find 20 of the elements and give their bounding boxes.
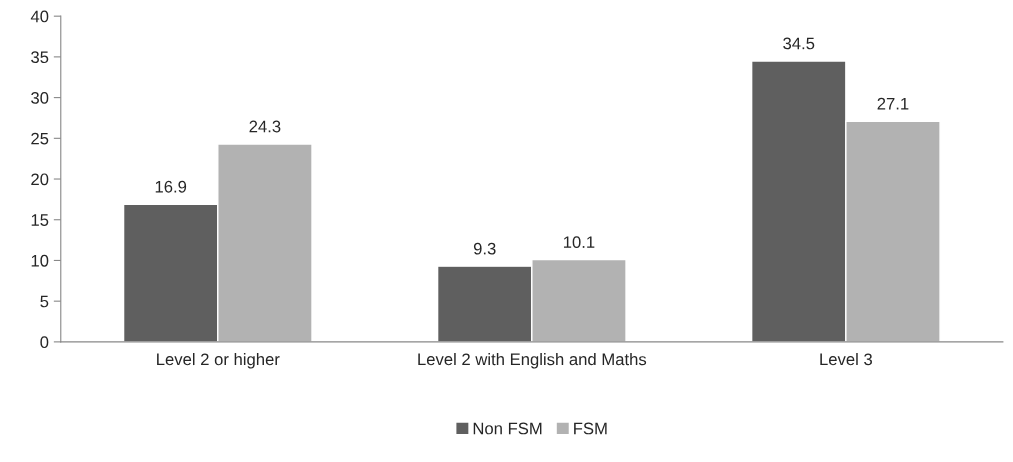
data-label: 24.3: [249, 120, 281, 133]
data-label: 34.5: [783, 37, 815, 50]
y-tick-label: 0: [40, 336, 49, 349]
y-tick-label: 35: [31, 51, 49, 64]
legend-label: Non FSM: [473, 422, 542, 435]
data-label: 16.9: [155, 180, 187, 193]
data-label: 27.1: [877, 97, 909, 110]
y-tick-label: 30: [31, 92, 49, 104]
y-tick-label: 10: [31, 254, 49, 267]
legend-label: FSM: [574, 422, 607, 435]
data-label: 10.1: [563, 236, 595, 249]
y-tick-label: 20: [31, 173, 49, 186]
y-tick-label: 25: [31, 132, 49, 145]
y-tick-label: 40: [30, 10, 49, 23]
x-tick-label: Level 2 with English and Maths: [418, 352, 647, 369]
y-tick-label: 15: [31, 214, 49, 226]
x-tick-label: Level 3: [820, 352, 872, 366]
data-label: 9.3: [473, 242, 496, 255]
y-tick-label: 5: [40, 295, 49, 308]
x-tick-label: Level 2 or higher: [157, 352, 280, 369]
